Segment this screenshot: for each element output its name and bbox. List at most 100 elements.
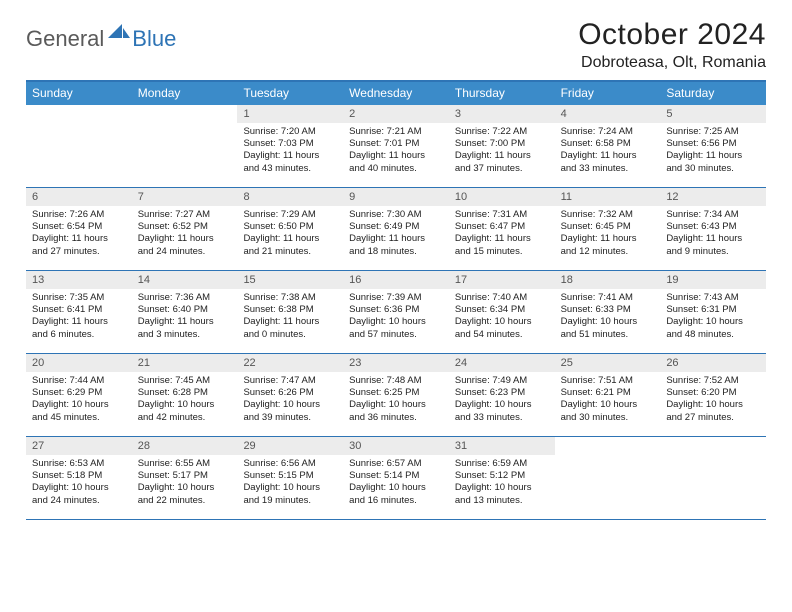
daylight-text: Daylight: 11 hours and 37 minutes. bbox=[455, 150, 549, 174]
day-body: Sunrise: 7:34 AMSunset: 6:43 PMDaylight:… bbox=[660, 206, 766, 262]
day-number: 5 bbox=[660, 105, 766, 123]
day-cell: 2Sunrise: 7:21 AMSunset: 7:01 PMDaylight… bbox=[343, 105, 449, 187]
day-cell: 29Sunrise: 6:56 AMSunset: 5:15 PMDayligh… bbox=[237, 437, 343, 519]
daylight-text: Daylight: 10 hours and 24 minutes. bbox=[32, 482, 126, 506]
day-cell: 23Sunrise: 7:48 AMSunset: 6:25 PMDayligh… bbox=[343, 354, 449, 436]
day-body: Sunrise: 7:30 AMSunset: 6:49 PMDaylight:… bbox=[343, 206, 449, 262]
sunrise-text: Sunrise: 7:29 AM bbox=[243, 209, 337, 221]
day-cell: 24Sunrise: 7:49 AMSunset: 6:23 PMDayligh… bbox=[449, 354, 555, 436]
day-cell: 4Sunrise: 7:24 AMSunset: 6:58 PMDaylight… bbox=[555, 105, 661, 187]
sunrise-text: Sunrise: 6:53 AM bbox=[32, 458, 126, 470]
page: General Blue October 2024 Dobroteasa, Ol… bbox=[0, 0, 792, 520]
day-body: Sunrise: 7:52 AMSunset: 6:20 PMDaylight:… bbox=[660, 372, 766, 428]
dow-monday: Monday bbox=[132, 82, 238, 105]
sunrise-text: Sunrise: 6:59 AM bbox=[455, 458, 549, 470]
day-cell: 28Sunrise: 6:55 AMSunset: 5:17 PMDayligh… bbox=[132, 437, 238, 519]
day-number: 29 bbox=[237, 437, 343, 455]
sunset-text: Sunset: 6:20 PM bbox=[666, 387, 760, 399]
day-number: 19 bbox=[660, 271, 766, 289]
day-body: Sunrise: 6:53 AMSunset: 5:18 PMDaylight:… bbox=[26, 455, 132, 511]
sunrise-text: Sunrise: 7:32 AM bbox=[561, 209, 655, 221]
day-cell: 14Sunrise: 7:36 AMSunset: 6:40 PMDayligh… bbox=[132, 271, 238, 353]
daylight-text: Daylight: 11 hours and 9 minutes. bbox=[666, 233, 760, 257]
daylight-text: Daylight: 10 hours and 30 minutes. bbox=[561, 399, 655, 423]
day-number: 24 bbox=[449, 354, 555, 372]
sunset-text: Sunset: 5:12 PM bbox=[455, 470, 549, 482]
sunset-text: Sunset: 6:25 PM bbox=[349, 387, 443, 399]
day-body: Sunrise: 7:47 AMSunset: 6:26 PMDaylight:… bbox=[237, 372, 343, 428]
day-body: Sunrise: 7:40 AMSunset: 6:34 PMDaylight:… bbox=[449, 289, 555, 345]
daylight-text: Daylight: 10 hours and 57 minutes. bbox=[349, 316, 443, 340]
day-cell: 30Sunrise: 6:57 AMSunset: 5:14 PMDayligh… bbox=[343, 437, 449, 519]
sunset-text: Sunset: 6:38 PM bbox=[243, 304, 337, 316]
sunset-text: Sunset: 6:49 PM bbox=[349, 221, 443, 233]
day-cell: 5Sunrise: 7:25 AMSunset: 6:56 PMDaylight… bbox=[660, 105, 766, 187]
day-body: Sunrise: 7:51 AMSunset: 6:21 PMDaylight:… bbox=[555, 372, 661, 428]
daylight-text: Daylight: 11 hours and 24 minutes. bbox=[138, 233, 232, 257]
sunrise-text: Sunrise: 7:47 AM bbox=[243, 375, 337, 387]
sunrise-text: Sunrise: 7:20 AM bbox=[243, 126, 337, 138]
day-cell: 8Sunrise: 7:29 AMSunset: 6:50 PMDaylight… bbox=[237, 188, 343, 270]
sunset-text: Sunset: 6:56 PM bbox=[666, 138, 760, 150]
day-cell: 22Sunrise: 7:47 AMSunset: 6:26 PMDayligh… bbox=[237, 354, 343, 436]
day-cell: 27Sunrise: 6:53 AMSunset: 5:18 PMDayligh… bbox=[26, 437, 132, 519]
week-row: 27Sunrise: 6:53 AMSunset: 5:18 PMDayligh… bbox=[26, 437, 766, 520]
sunrise-text: Sunrise: 7:34 AM bbox=[666, 209, 760, 221]
day-body: Sunrise: 7:41 AMSunset: 6:33 PMDaylight:… bbox=[555, 289, 661, 345]
sunset-text: Sunset: 6:54 PM bbox=[32, 221, 126, 233]
day-cell: 26Sunrise: 7:52 AMSunset: 6:20 PMDayligh… bbox=[660, 354, 766, 436]
daylight-text: Daylight: 11 hours and 6 minutes. bbox=[32, 316, 126, 340]
daylight-text: Daylight: 10 hours and 42 minutes. bbox=[138, 399, 232, 423]
day-number: 26 bbox=[660, 354, 766, 372]
daylight-text: Daylight: 10 hours and 51 minutes. bbox=[561, 316, 655, 340]
day-cell: 7Sunrise: 7:27 AMSunset: 6:52 PMDaylight… bbox=[132, 188, 238, 270]
sunset-text: Sunset: 6:31 PM bbox=[666, 304, 760, 316]
day-cell: 25Sunrise: 7:51 AMSunset: 6:21 PMDayligh… bbox=[555, 354, 661, 436]
sunrise-text: Sunrise: 7:30 AM bbox=[349, 209, 443, 221]
day-cell: 20Sunrise: 7:44 AMSunset: 6:29 PMDayligh… bbox=[26, 354, 132, 436]
sunrise-text: Sunrise: 7:39 AM bbox=[349, 292, 443, 304]
week-row: 20Sunrise: 7:44 AMSunset: 6:29 PMDayligh… bbox=[26, 354, 766, 437]
sunset-text: Sunset: 6:26 PM bbox=[243, 387, 337, 399]
location-label: Dobroteasa, Olt, Romania bbox=[578, 54, 766, 72]
day-number: 27 bbox=[26, 437, 132, 455]
dow-wednesday: Wednesday bbox=[343, 82, 449, 105]
day-number: 6 bbox=[26, 188, 132, 206]
sunrise-text: Sunrise: 7:24 AM bbox=[561, 126, 655, 138]
day-body: Sunrise: 7:27 AMSunset: 6:52 PMDaylight:… bbox=[132, 206, 238, 262]
dow-friday: Friday bbox=[555, 82, 661, 105]
day-body: Sunrise: 7:39 AMSunset: 6:36 PMDaylight:… bbox=[343, 289, 449, 345]
logo: General Blue bbox=[26, 18, 176, 52]
day-cell: 12Sunrise: 7:34 AMSunset: 6:43 PMDayligh… bbox=[660, 188, 766, 270]
sunrise-text: Sunrise: 7:26 AM bbox=[32, 209, 126, 221]
day-number: 23 bbox=[343, 354, 449, 372]
sunrise-text: Sunrise: 7:43 AM bbox=[666, 292, 760, 304]
day-body: Sunrise: 6:55 AMSunset: 5:17 PMDaylight:… bbox=[132, 455, 238, 511]
sunrise-text: Sunrise: 7:38 AM bbox=[243, 292, 337, 304]
sunrise-text: Sunrise: 7:44 AM bbox=[32, 375, 126, 387]
sunset-text: Sunset: 6:58 PM bbox=[561, 138, 655, 150]
day-body: Sunrise: 7:35 AMSunset: 6:41 PMDaylight:… bbox=[26, 289, 132, 345]
sunset-text: Sunset: 7:03 PM bbox=[243, 138, 337, 150]
sunrise-text: Sunrise: 7:45 AM bbox=[138, 375, 232, 387]
sunset-text: Sunset: 6:34 PM bbox=[455, 304, 549, 316]
day-body: Sunrise: 7:45 AMSunset: 6:28 PMDaylight:… bbox=[132, 372, 238, 428]
day-number: 16 bbox=[343, 271, 449, 289]
day-number: 3 bbox=[449, 105, 555, 123]
daylight-text: Daylight: 10 hours and 27 minutes. bbox=[666, 399, 760, 423]
day-cell bbox=[132, 105, 238, 187]
daylight-text: Daylight: 10 hours and 19 minutes. bbox=[243, 482, 337, 506]
day-cell bbox=[555, 437, 661, 519]
day-cell: 1Sunrise: 7:20 AMSunset: 7:03 PMDaylight… bbox=[237, 105, 343, 187]
day-cell: 15Sunrise: 7:38 AMSunset: 6:38 PMDayligh… bbox=[237, 271, 343, 353]
day-body: Sunrise: 7:22 AMSunset: 7:00 PMDaylight:… bbox=[449, 123, 555, 179]
day-body: Sunrise: 7:31 AMSunset: 6:47 PMDaylight:… bbox=[449, 206, 555, 262]
day-number: 9 bbox=[343, 188, 449, 206]
daylight-text: Daylight: 10 hours and 33 minutes. bbox=[455, 399, 549, 423]
day-number: 22 bbox=[237, 354, 343, 372]
logo-text-blue: Blue bbox=[132, 26, 176, 52]
daylight-text: Daylight: 10 hours and 54 minutes. bbox=[455, 316, 549, 340]
sunrise-text: Sunrise: 6:57 AM bbox=[349, 458, 443, 470]
day-number: 28 bbox=[132, 437, 238, 455]
day-number: 10 bbox=[449, 188, 555, 206]
